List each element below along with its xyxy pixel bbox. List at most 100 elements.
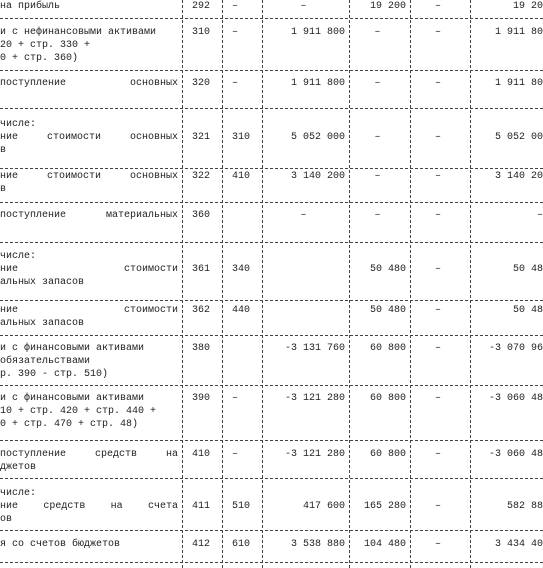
row-name: в bbox=[0, 184, 7, 195]
cell: – bbox=[434, 539, 441, 550]
cell: – bbox=[434, 1, 441, 12]
row-name: ние средств на счета bbox=[0, 501, 178, 512]
row-name: и с нефинансовыми активами bbox=[0, 27, 157, 38]
cell: 410 bbox=[192, 449, 211, 460]
column-border bbox=[182, 0, 183, 568]
cell: 60 800 bbox=[369, 393, 406, 404]
cell: 50 48 bbox=[512, 305, 543, 316]
cell: 610 bbox=[232, 539, 251, 550]
row-name: обязательствами bbox=[0, 356, 91, 367]
cell: 1 911 800 bbox=[290, 27, 345, 38]
cell: – bbox=[232, 393, 239, 404]
cell: – bbox=[434, 393, 441, 404]
row-name: ние стоимости основных bbox=[0, 171, 178, 182]
cell: 60 800 bbox=[369, 343, 406, 354]
cell: -3 070 96 bbox=[488, 343, 543, 354]
row-name: числе: bbox=[0, 119, 37, 130]
cell: 50 48 bbox=[512, 264, 543, 275]
row-name: поступление средств на bbox=[0, 449, 178, 460]
row-name: поступление материальных bbox=[0, 210, 178, 221]
cell: 19 20 bbox=[512, 1, 543, 12]
row-name: ов bbox=[0, 514, 13, 525]
row-name: ние стоимости основных bbox=[0, 132, 178, 143]
cell: 1 911 800 bbox=[290, 78, 345, 89]
row-border bbox=[0, 108, 543, 109]
cell: – bbox=[434, 27, 441, 38]
row-name: ние стоимости bbox=[0, 305, 178, 316]
cell: 321 bbox=[192, 132, 211, 143]
cell: – bbox=[374, 210, 381, 221]
cell: – bbox=[374, 78, 381, 89]
row-name: поступление основных bbox=[0, 78, 178, 89]
column-border bbox=[349, 0, 350, 568]
row-name: и с финансовыми активами bbox=[0, 343, 145, 354]
cell: – bbox=[232, 1, 239, 12]
cell: – bbox=[434, 171, 441, 182]
cell: 3 538 880 bbox=[290, 539, 345, 550]
cell: – bbox=[300, 1, 307, 12]
cell: 60 800 bbox=[369, 449, 406, 460]
row-border bbox=[0, 202, 543, 203]
cell: 3 140 20 bbox=[494, 171, 543, 182]
row-name: я со счетов бюджетов bbox=[0, 539, 121, 550]
cell: 3 140 200 bbox=[290, 171, 345, 182]
row-border bbox=[0, 335, 543, 336]
row-border bbox=[0, 530, 543, 531]
cell: – bbox=[434, 264, 441, 275]
cell: – bbox=[434, 132, 441, 143]
row-border bbox=[0, 300, 543, 301]
cell: 3 434 40 bbox=[494, 539, 543, 550]
cell: 380 bbox=[192, 343, 211, 354]
cell: 165 280 bbox=[363, 501, 406, 512]
row-border bbox=[0, 440, 543, 441]
cell: 417 600 bbox=[302, 501, 345, 512]
cell: -3 131 760 bbox=[284, 343, 345, 354]
cell: 19 200 bbox=[369, 1, 406, 12]
row-name: альных запасов bbox=[0, 277, 85, 288]
row-border bbox=[0, 242, 543, 243]
cell: 322 bbox=[192, 171, 211, 182]
cell: -3 121 280 bbox=[284, 393, 345, 404]
cell: – bbox=[232, 78, 239, 89]
cell: 411 bbox=[192, 501, 211, 512]
row-name: джетов bbox=[0, 462, 37, 473]
row-name: 20 + стр. 330 + bbox=[0, 40, 91, 51]
row-name: 0 + стр. 360) bbox=[0, 53, 79, 64]
cell: 412 bbox=[192, 539, 211, 550]
cell: -3 121 280 bbox=[284, 449, 345, 460]
row-name: в bbox=[0, 145, 7, 156]
cell: 362 bbox=[192, 305, 211, 316]
cell: -3 060 48 bbox=[488, 449, 543, 460]
cell: 50 480 bbox=[369, 264, 406, 275]
cell: 582 88 bbox=[506, 501, 543, 512]
cell: 320 bbox=[192, 78, 211, 89]
row-name: на прибыль bbox=[0, 1, 61, 12]
cell: 340 bbox=[232, 264, 251, 275]
cell: 360 bbox=[192, 210, 211, 221]
cell: 310 bbox=[192, 27, 211, 38]
column-border bbox=[222, 0, 223, 568]
cell: 5 052 000 bbox=[290, 132, 345, 143]
cell: 1 911 80 bbox=[494, 78, 543, 89]
cell: – bbox=[536, 210, 543, 221]
cell: 390 bbox=[192, 393, 211, 404]
row-border bbox=[0, 385, 543, 386]
cell: – bbox=[434, 343, 441, 354]
row-name: 10 + стр. 420 + стр. 440 + bbox=[0, 406, 157, 417]
cell: 510 bbox=[232, 501, 251, 512]
cell: – bbox=[434, 210, 441, 221]
row-name: р. 390 - стр. 510) bbox=[0, 369, 109, 380]
row-name: числе: bbox=[0, 251, 37, 262]
cell: 50 480 bbox=[369, 305, 406, 316]
row-name: альных запасов bbox=[0, 318, 85, 329]
cell: – bbox=[434, 305, 441, 316]
row-border bbox=[0, 70, 543, 71]
row-border bbox=[0, 478, 543, 479]
cell: 292 bbox=[192, 1, 211, 12]
row-name: 0 + стр. 470 + стр. 48) bbox=[0, 419, 139, 430]
cell: 410 bbox=[232, 171, 251, 182]
cell: – bbox=[374, 171, 381, 182]
cell: – bbox=[300, 210, 307, 221]
row-border bbox=[0, 168, 543, 169]
